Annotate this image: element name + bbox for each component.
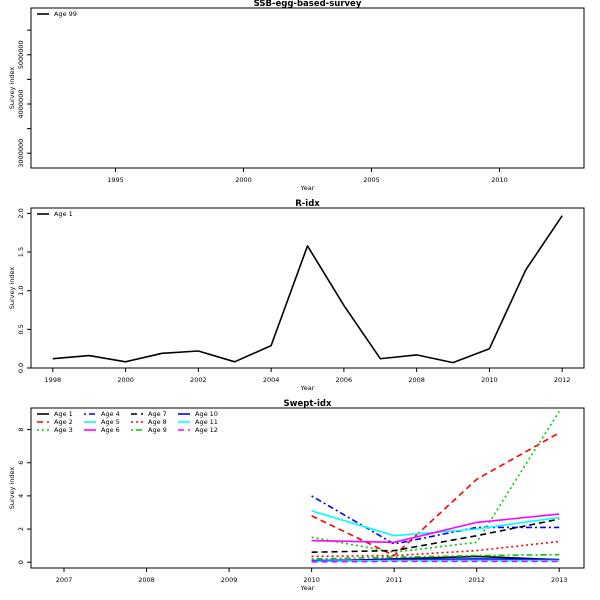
series-line-age-9 bbox=[311, 553, 560, 560]
y-tick-label: 6 bbox=[17, 461, 25, 465]
y-tick-label: 5000000 bbox=[17, 40, 25, 69]
legend-label: Age 10 bbox=[195, 410, 218, 418]
x-tick-label: 2008 bbox=[138, 576, 155, 584]
x-tick-label: 2010 bbox=[491, 176, 508, 184]
x-tick-label: 1998 bbox=[45, 376, 62, 384]
plot-frame bbox=[30, 207, 585, 369]
y-tick-label: 4000000 bbox=[17, 90, 25, 119]
x-tick-label: 2000 bbox=[117, 376, 134, 384]
series-line-age-2 bbox=[311, 432, 560, 557]
series-line-age-6 bbox=[311, 513, 560, 544]
chart-panel-1: SSB-egg-based-survey 1995 2000 2005 2010 Year… bbox=[8, 0, 585, 192]
y-tick-label: 8 bbox=[17, 427, 25, 431]
x-tick-label: 2010 bbox=[481, 376, 498, 384]
chart-panel-3: Swept-idx 2007 2008 2009 2010 2011 2012 2013 Yea… bbox=[8, 399, 585, 592]
legend-label: Age 99 bbox=[54, 10, 77, 18]
series-line-age-1 bbox=[52, 215, 563, 364]
x-tick-label: 1995 bbox=[107, 176, 124, 184]
legend-label: Age 5 bbox=[101, 418, 120, 426]
legend-label: Age 2 bbox=[54, 418, 73, 426]
legend-label: Age 6 bbox=[101, 426, 120, 434]
legend-label: Age 8 bbox=[148, 418, 167, 426]
y-tick-label: 0.5 bbox=[17, 324, 25, 334]
x-tick-label: 2013 bbox=[551, 576, 568, 584]
legend-label: Age 9 bbox=[148, 426, 167, 434]
legend-label: Age 4 bbox=[101, 410, 120, 418]
x-tick-label: 2000 bbox=[235, 176, 252, 184]
chart-title: Swept-idx bbox=[284, 399, 332, 409]
y-tick-label: 0 bbox=[17, 560, 25, 564]
x-tick-label: 2006 bbox=[336, 376, 353, 384]
y-axis-label: Survey index bbox=[8, 67, 16, 110]
plot-frame bbox=[30, 407, 585, 569]
x-tick-label: 2012 bbox=[468, 576, 485, 584]
chart-title: R-idx bbox=[295, 199, 320, 209]
x-tick-label: 2009 bbox=[221, 576, 238, 584]
y-tick-label: 1.5 bbox=[17, 247, 25, 257]
x-axis-label: Year bbox=[300, 184, 315, 192]
y-tick-label: 2 bbox=[17, 527, 25, 531]
series-line-age-8 bbox=[311, 540, 560, 558]
x-tick-label: 2008 bbox=[408, 376, 425, 384]
legend-label: Age 3 bbox=[54, 426, 73, 434]
x-tick-label: 2002 bbox=[190, 376, 207, 384]
x-axis-label: Year bbox=[300, 384, 315, 392]
x-tick-label: 2012 bbox=[554, 376, 571, 384]
chart-title: SSB-egg-based-survey bbox=[254, 0, 362, 9]
series-line-age-3 bbox=[311, 410, 560, 554]
y-tick-label: 0.0 bbox=[17, 363, 25, 373]
y-tick-label: 2.0 bbox=[17, 208, 25, 218]
legend-label: Age 1 bbox=[54, 210, 73, 218]
x-tick-label: 2005 bbox=[363, 176, 380, 184]
x-tick-label: 2010 bbox=[303, 576, 320, 584]
series-line-age-7 bbox=[311, 518, 560, 553]
y-axis-label: Survey index bbox=[8, 267, 16, 310]
x-tick-label: 2011 bbox=[386, 576, 403, 584]
plot-frame bbox=[30, 7, 585, 169]
legend-label: Age 7 bbox=[148, 410, 167, 418]
legend-label: Age 12 bbox=[195, 426, 218, 434]
y-tick-label: 1.0 bbox=[17, 286, 25, 296]
y-tick-label: 3000000 bbox=[17, 139, 25, 168]
legend-label: Age 11 bbox=[195, 418, 218, 426]
y-axis-label: Survey index bbox=[8, 467, 16, 510]
x-axis-label: Year bbox=[300, 584, 315, 592]
series-line-age-12 bbox=[311, 560, 560, 563]
series-line-age-10 bbox=[311, 558, 560, 562]
legend-label: Age 1 bbox=[54, 410, 73, 418]
x-tick-label: 2004 bbox=[263, 376, 280, 384]
series-line-age-4 bbox=[311, 495, 560, 545]
chart-panel-2: R-idx 1998 2000 2002 2004 2006 2008 2010 2012 Yea… bbox=[8, 199, 585, 392]
y-tick-label: 4 bbox=[17, 494, 25, 498]
x-tick-label: 2007 bbox=[56, 576, 73, 584]
